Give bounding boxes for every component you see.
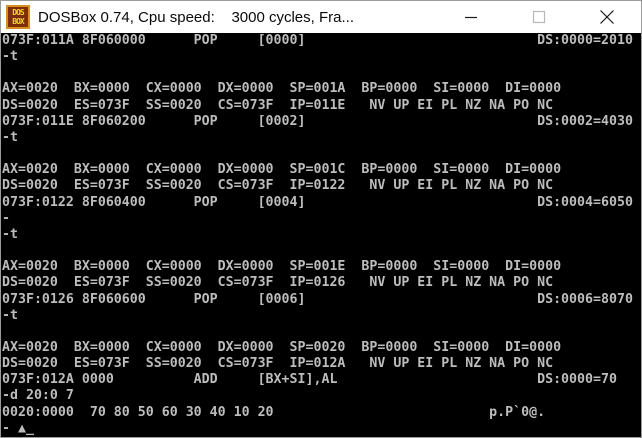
terminal-line: DS=0020 ES=073F SS=0020 CS=073F IP=011E …	[2, 97, 554, 113]
dosbox-icon-text-top: DOS	[12, 8, 24, 17]
terminal-line: 073F:012A 0000 ADD [BX+SI],AL DS:0000=70	[2, 372, 617, 388]
prompt-text: - ▲	[2, 420, 26, 436]
terminal-line: -	[2, 210, 10, 226]
dosbox-icon[interactable]: DOS BOX	[6, 5, 30, 29]
titlebar: DOS BOX DOSBox 0.74, Cpu speed: 3000 cyc…	[1, 1, 641, 33]
terminal-line	[2, 324, 641, 340]
terminal-line: AX=0020 BX=0000 CX=0000 DX=0000 SP=0020 …	[2, 339, 562, 355]
window-controls	[437, 1, 641, 33]
terminal-line: 073F:0122 8F060400 POP [0004] DS:0004=60…	[2, 194, 633, 210]
terminal-line: DS=0020 ES=073F SS=0020 CS=073F IP=0122 …	[2, 178, 554, 194]
window-title: DOSBox 0.74, Cpu speed: 3000 cycles, Fra…	[38, 8, 354, 26]
dosbox-icon-text-bottom: BOX	[12, 17, 24, 26]
terminal-prompt-line: - ▲_	[2, 421, 641, 437]
terminal-screen[interactable]: 073F:011A 8F060000 POP [0000] DS:0000=20…	[1, 33, 641, 437]
terminal-line: 073F:0126 8F060600 POP [0006] DS:0006=80…	[2, 291, 633, 307]
terminal-line: -t	[2, 49, 18, 65]
terminal-line	[2, 65, 641, 81]
minimize-button[interactable]	[437, 1, 505, 33]
terminal-line: AX=0020 BX=0000 CX=0000 DX=0000 SP=001E …	[2, 259, 562, 275]
terminal-line: -t	[2, 307, 18, 323]
terminal-line: -t	[2, 129, 18, 145]
terminal-line	[2, 146, 641, 162]
terminal-line: DS=0020 ES=073F SS=0020 CS=073F IP=012A …	[2, 356, 554, 372]
maximize-button	[505, 1, 573, 33]
terminal-line: 073F:011E 8F060200 POP [0002] DS:0002=40…	[2, 113, 633, 129]
terminal-line	[2, 243, 641, 259]
close-button[interactable]	[573, 1, 641, 33]
terminal-line: AX=0020 BX=0000 CX=0000 DX=0000 SP=001A …	[2, 81, 562, 97]
minimize-icon	[464, 10, 478, 24]
terminal-line: 0020:0000 70 80 50 60 30 40 10 20 p.P`0@…	[2, 404, 554, 420]
close-icon	[599, 9, 615, 25]
maximize-icon	[532, 10, 546, 24]
terminal-line: DS=0020 ES=073F SS=0020 CS=073F IP=0126 …	[2, 275, 554, 291]
terminal-line: AX=0020 BX=0000 CX=0000 DX=0000 SP=001C …	[2, 162, 562, 178]
text-cursor: _	[25, 420, 34, 436]
terminal-line: -t	[2, 226, 18, 242]
terminal-line: 073F:011A 8F060000 POP [0000] DS:0000=20…	[2, 33, 633, 48]
terminal-line: -d 20:0 7	[2, 388, 74, 404]
